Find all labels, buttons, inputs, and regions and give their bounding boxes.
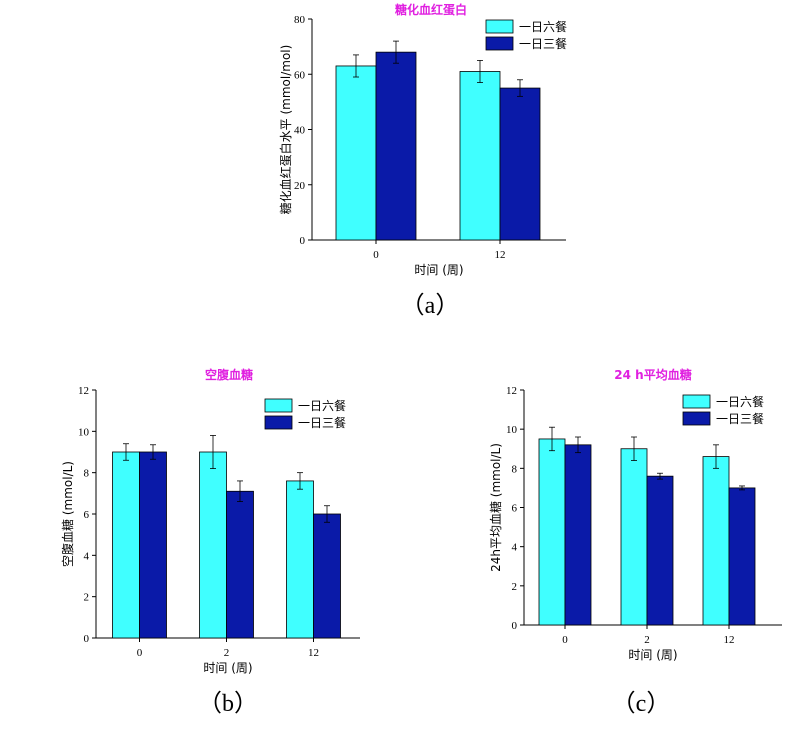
legend-swatch	[682, 411, 711, 426]
y-tick-label: 10	[506, 424, 518, 436]
x-tick-label: 2	[644, 634, 650, 646]
bar-three-meals	[499, 87, 541, 241]
legend-swatch	[682, 394, 711, 409]
x-tick-label: 12	[495, 249, 506, 261]
x-tick-label: 0	[137, 647, 143, 659]
chart-title: 24 h平均血糖	[614, 367, 691, 382]
bar-three-meals	[564, 444, 592, 626]
y-axis-label: 24h平均血糖 (mmol/L)	[488, 443, 503, 572]
y-tick-label: 0	[84, 633, 90, 645]
y-tick-label: 80	[294, 14, 306, 26]
y-tick-label: 2	[512, 581, 518, 593]
bar-six-meals	[702, 456, 730, 626]
x-axis-label: 时间 (周)	[414, 263, 463, 277]
legend-label: 一日六餐	[298, 398, 346, 413]
bar-three-meals	[646, 475, 674, 626]
chart-1: 空腹血糖 0 2 4 6 8 10 12 0 2 12 时间 (周) 空腹血糖 (mmol/L) 一日六餐…	[60, 367, 360, 717]
y-tick-label: 60	[294, 69, 306, 81]
x-tick-label: 12	[308, 647, 319, 659]
x-tick-label: 0	[562, 634, 568, 646]
bar-six-meals	[199, 451, 227, 639]
chart-0: 糖化血红蛋白 0 20 40 60 80 0 12 时间 (周) 糖化血红蛋白水平 (mmol/m…	[278, 2, 567, 319]
legend-swatch	[264, 398, 293, 413]
y-tick-label: 6	[512, 503, 518, 515]
bar-six-meals	[459, 71, 501, 241]
x-axis-label: 时间 (周)	[628, 648, 677, 662]
y-tick-label: 8	[84, 468, 90, 480]
y-tick-label: 2	[84, 592, 90, 604]
y-tick-label: 4	[84, 550, 90, 562]
legend-label: 一日三餐	[519, 36, 567, 51]
bar-three-meals	[139, 451, 167, 639]
y-tick-label: 0	[512, 620, 518, 632]
legend-swatch	[485, 19, 514, 34]
bar-six-meals	[620, 448, 648, 626]
bar-six-meals	[538, 438, 566, 626]
panel-caption: （c）	[612, 691, 671, 717]
chart-title: 糖化血红蛋白	[395, 2, 467, 17]
y-axis-label: 糖化血红蛋白水平 (mmol/mol)	[278, 45, 293, 215]
bar-three-meals	[313, 513, 341, 639]
legend-label: 一日六餐	[519, 19, 567, 34]
chart-2: 24 h平均血糖 0 2 4 6 8 10 12 0 2 12 时间 (周) 24h平均血糖 (mmol…	[488, 367, 782, 717]
panel-caption: （a）	[401, 293, 460, 319]
y-tick-label: 8	[512, 463, 518, 475]
legend-swatch	[485, 36, 514, 51]
y-tick-label: 12	[506, 385, 517, 397]
x-tick-label: 2	[224, 647, 230, 659]
y-tick-label: 6	[84, 509, 90, 521]
x-tick-label: 0	[373, 249, 379, 261]
legend-swatch	[264, 415, 293, 430]
bar-three-meals	[375, 51, 417, 241]
legend-label: 一日六餐	[716, 394, 764, 409]
panel-caption: （b）	[198, 691, 258, 717]
chart-title: 空腹血糖	[205, 367, 253, 382]
legend-label: 一日三餐	[716, 411, 764, 426]
x-tick-label: 12	[724, 634, 735, 646]
y-tick-label: 20	[294, 180, 306, 192]
bar-three-meals	[226, 490, 254, 639]
legend-label: 一日三餐	[298, 415, 346, 430]
y-tick-label: 0	[300, 235, 306, 247]
bar-three-meals	[728, 487, 756, 626]
y-tick-label: 10	[78, 426, 90, 438]
bar-six-meals	[335, 65, 377, 241]
y-tick-label: 12	[78, 385, 89, 397]
bar-six-meals	[112, 451, 140, 639]
y-tick-label: 4	[512, 542, 518, 554]
y-axis-label: 空腹血糖 (mmol/L)	[60, 461, 75, 567]
y-tick-label: 40	[294, 125, 306, 137]
x-axis-label: 时间 (周)	[203, 661, 252, 675]
bar-six-meals	[286, 480, 314, 639]
